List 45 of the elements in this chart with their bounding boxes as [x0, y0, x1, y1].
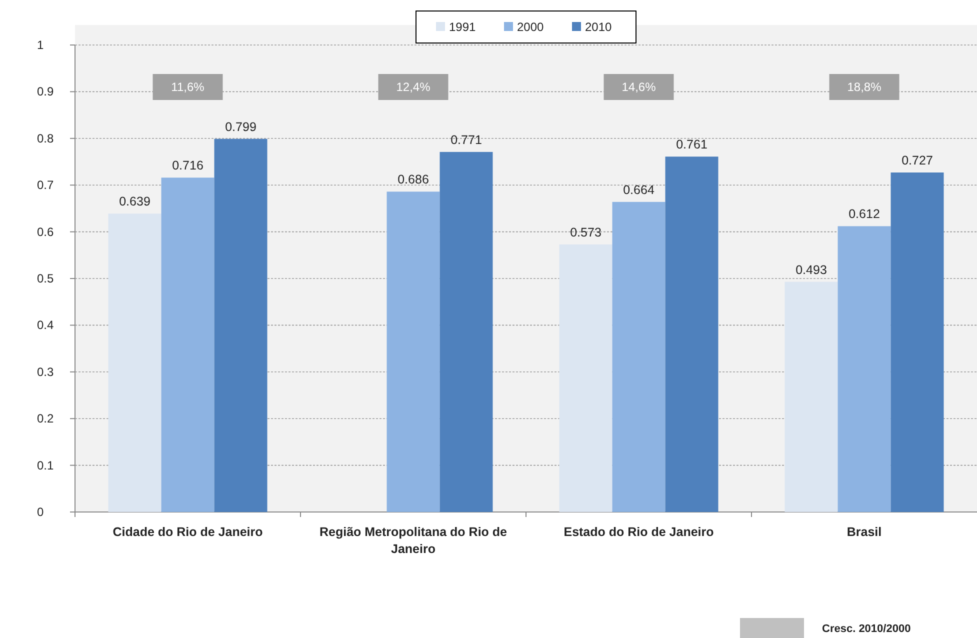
bar [784, 282, 838, 512]
bar [838, 226, 891, 512]
data-label: 0.493 [796, 262, 827, 277]
bar [386, 192, 440, 512]
bar [214, 138, 268, 512]
data-label: 0.727 [902, 153, 933, 168]
bar [440, 152, 493, 512]
data-label: 0.716 [172, 158, 204, 173]
y-tick-label: 0.4 [37, 318, 54, 332]
bar [161, 178, 214, 512]
x-tick-label: Região Metropolitana do Rio de Janeiro [319, 525, 508, 556]
y-tick-label: 0.8 [37, 131, 54, 146]
text: Cresc. 2010/2000 [822, 623, 911, 635]
data-label: 0.573 [570, 225, 602, 240]
data-label: 0.664 [623, 182, 654, 197]
data-label: 0.799 [225, 120, 256, 134]
y-tick-label: 0.3 [37, 364, 54, 379]
annotation: 14,6% [622, 80, 656, 94]
x-tick-label: Brasil [846, 525, 882, 539]
data-label: 0.686 [398, 172, 429, 187]
bar [890, 172, 944, 512]
data-label: 0.771 [450, 132, 482, 147]
data-label: 0.761 [676, 138, 708, 152]
annotation: 18,8% [847, 80, 882, 94]
data-label: 0.612 [848, 207, 880, 222]
bar [612, 202, 666, 512]
data-label: 0.639 [119, 194, 150, 209]
legend-label: 2010 [585, 20, 612, 34]
y-tick-label: 0.5 [37, 272, 54, 286]
bar [559, 244, 612, 512]
bar [665, 156, 718, 512]
bar [108, 214, 162, 512]
y-tick-label: 0.9 [37, 84, 54, 99]
y-tick-label: 0 [37, 505, 44, 519]
annotation: 11,6% [171, 80, 205, 94]
y-tick-label: 0.2 [37, 412, 54, 426]
annotation: 12,4% [396, 80, 431, 94]
y-tick-label: 0.7 [37, 178, 54, 192]
legend-label: 1991 [449, 20, 476, 34]
y-tick-label: 1 [37, 38, 44, 52]
x-tick-label: Estado do Rio de Janeiro [564, 525, 714, 539]
y-tick-label: 0.6 [37, 224, 54, 239]
x-tick-label: Cidade do Rio de Janeiro [112, 525, 264, 539]
legend-label: 2000 [517, 20, 544, 34]
y-tick-label: 0.1 [37, 458, 54, 472]
